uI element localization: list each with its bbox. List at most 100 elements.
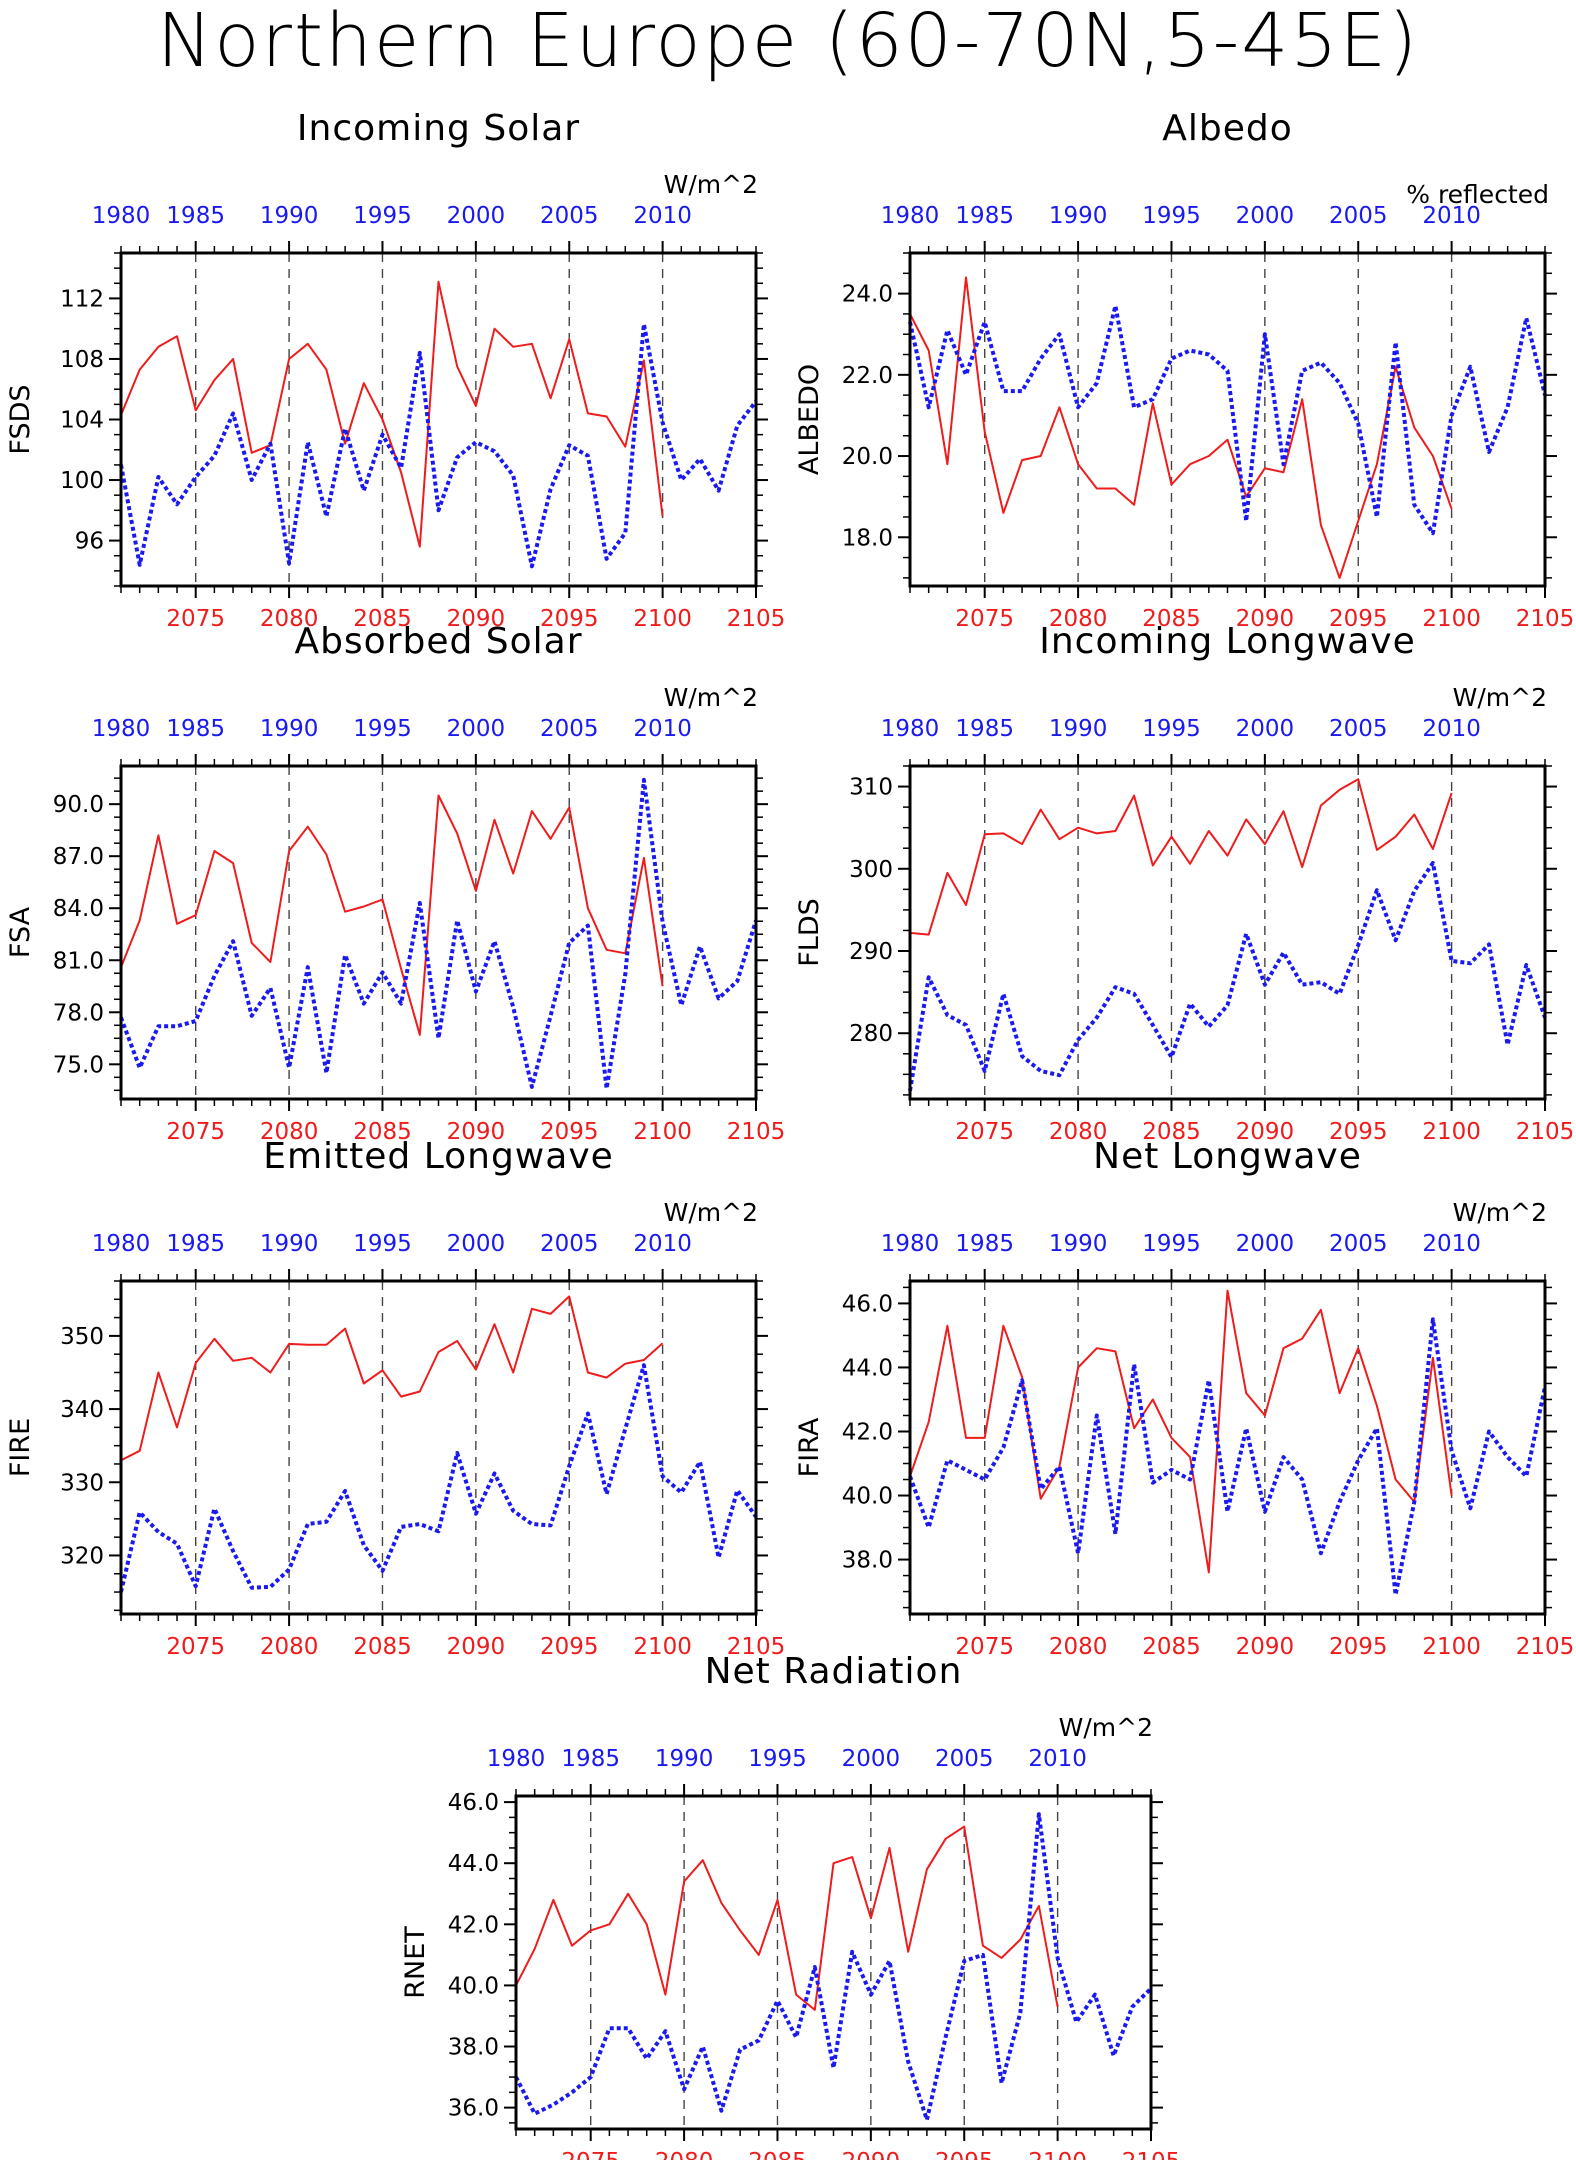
y-tick-label: 40.0	[448, 1973, 499, 1999]
panel-net-radiation: Net Radiation W/m^2 RNET 2075 2080 2085 2090 20…	[400, 1651, 1180, 2160]
x-top-tick-label: 1990	[260, 203, 319, 229]
x-top-tick-label: 1980	[881, 1231, 940, 1257]
x-bottom-tick-label: 2090	[1236, 1634, 1295, 1660]
series-line-historical	[119, 322, 758, 569]
x-top-tick-label: 2005	[1329, 1231, 1388, 1257]
y-tick-label: 36.0	[448, 2096, 499, 2122]
x-bottom-tick-label: 2075	[955, 1634, 1014, 1660]
x-top-tick-label: 2000	[1236, 716, 1295, 742]
y-tick-label: 75.0	[53, 1052, 104, 1078]
x-top-tick-label: 1990	[1049, 1231, 1108, 1257]
plot-frame	[908, 764, 1547, 1101]
plot-frame	[119, 251, 758, 588]
panel-absorbed-solar: Absorbed Solar W/m^2 FSA 2075 2080 2085 2090 20…	[5, 621, 785, 1145]
y-tick-label: 38.0	[448, 2035, 499, 2061]
x-bottom-tick-label: 2100	[1422, 606, 1481, 632]
x-top-tick-label: 2000	[447, 203, 506, 229]
x-bottom-tick-label: 2085	[1142, 606, 1201, 632]
panel-title: Incoming Solar	[297, 108, 580, 149]
x-top-tick-label: 2010	[633, 1231, 692, 1257]
x-top-tick-label: 1980	[881, 716, 940, 742]
x-bottom-tick-label: 2100	[633, 1634, 692, 1660]
x-top-tick-label: 2005	[1329, 203, 1388, 229]
panel-title: Net Longwave	[1093, 1136, 1362, 1177]
y-axis-label: FIRE	[5, 1418, 36, 1477]
x-bottom-tick-label: 2085	[748, 2149, 807, 2160]
series-line-historical	[908, 1317, 1547, 1597]
x-top-tick-label: 1990	[655, 1746, 714, 1772]
y-tick-label: 280	[849, 1021, 893, 1047]
y-tick-label: 108	[60, 347, 104, 373]
units-label: W/m^2	[664, 1198, 758, 1227]
x-bottom-tick-label: 2100	[1028, 2149, 1087, 2160]
x-bottom-tick-label: 2085	[353, 1119, 412, 1145]
x-bottom-tick-label: 2080	[260, 606, 319, 632]
y-tick-label: 46.0	[842, 1291, 893, 1317]
x-top-tick-label: 1990	[260, 716, 319, 742]
x-top-tick-label: 2000	[1236, 1231, 1295, 1257]
x-bottom-tick-label: 2080	[260, 1119, 319, 1145]
x-bottom-tick-label: 2090	[447, 606, 506, 632]
x-bottom-tick-label: 2080	[260, 1634, 319, 1660]
y-tick-label: 38.0	[842, 1548, 893, 1574]
y-tick-label: 81.0	[53, 948, 104, 974]
x-top-tick-label: 2010	[633, 203, 692, 229]
x-top-tick-label: 1985	[166, 716, 225, 742]
x-top-tick-label: 2000	[447, 1231, 506, 1257]
x-bottom-tick-label: 2105	[1122, 2149, 1181, 2160]
x-top-tick-label: 2010	[1028, 1746, 1087, 1772]
x-top-tick-label: 1985	[955, 716, 1014, 742]
y-tick-label: 46.0	[448, 1790, 499, 1816]
panel-incoming-solar: Incoming Solar W/m^2 FSDS 2075 2080 2085 2090 2…	[5, 108, 785, 632]
units-label: % reflected	[1406, 180, 1549, 209]
panel-title: Albedo	[1162, 108, 1293, 149]
units-label: W/m^2	[1059, 1713, 1153, 1742]
x-top-tick-label: 2005	[1329, 716, 1388, 742]
y-axis-label: FSDS	[5, 384, 36, 454]
x-top-tick-label: 2000	[842, 1746, 901, 1772]
y-tick-label: 84.0	[53, 896, 104, 922]
x-bottom-tick-label: 2105	[727, 1634, 786, 1660]
figure-title: Northern Europe (60-70N,5-45E)	[157, 0, 1419, 84]
x-bottom-tick-label: 2095	[1329, 606, 1388, 632]
x-top-tick-label: 2005	[935, 1746, 994, 1772]
series-line-future	[909, 276, 1453, 579]
x-top-tick-label: 1995	[353, 716, 412, 742]
x-bottom-tick-label: 2105	[1516, 606, 1575, 632]
x-bottom-tick-label: 2095	[935, 2149, 994, 2160]
x-bottom-tick-label: 2105	[727, 1119, 786, 1145]
units-label: W/m^2	[664, 683, 758, 712]
y-axis-label: FIRA	[794, 1417, 825, 1477]
panel-title: Net Radiation	[705, 1651, 963, 1692]
panel-incoming-longwave: Incoming Longwave W/m^2 FLDS 2075 2080 2085 20…	[794, 621, 1574, 1145]
y-tick-label: 104	[60, 408, 104, 434]
x-bottom-tick-label: 2075	[166, 1634, 225, 1660]
x-bottom-tick-label: 2090	[1236, 1119, 1295, 1145]
x-top-tick-label: 1995	[1142, 1231, 1201, 1257]
x-top-tick-label: 2000	[1236, 203, 1295, 229]
x-top-tick-label: 1985	[955, 203, 1014, 229]
x-top-tick-label: 1990	[1049, 203, 1108, 229]
y-tick-label: 20.0	[842, 444, 893, 470]
plot-frame	[119, 764, 758, 1101]
x-bottom-tick-label: 2080	[1049, 1119, 1108, 1145]
y-tick-label: 22.0	[842, 363, 893, 389]
y-tick-label: 330	[60, 1470, 104, 1496]
x-bottom-tick-label: 2095	[540, 1119, 599, 1145]
x-top-tick-label: 1980	[881, 203, 940, 229]
x-bottom-tick-label: 2100	[633, 606, 692, 632]
x-bottom-tick-label: 2095	[540, 1634, 599, 1660]
x-bottom-tick-label: 2095	[1329, 1119, 1388, 1145]
x-top-tick-label: 2005	[540, 716, 599, 742]
y-axis-label: FSA	[5, 906, 36, 958]
panel-albedo: Albedo % reflected ALBEDO 2075 2080 2085 2090 2…	[794, 108, 1574, 632]
x-top-tick-label: 1995	[1142, 716, 1201, 742]
x-top-tick-label: 1995	[1142, 203, 1201, 229]
y-axis-label: FLDS	[794, 898, 825, 967]
y-tick-label: 350	[60, 1324, 104, 1350]
x-bottom-tick-label: 2075	[955, 606, 1014, 632]
x-bottom-tick-label: 2090	[842, 2149, 901, 2160]
units-label: W/m^2	[1453, 1198, 1547, 1227]
x-bottom-tick-label: 2090	[447, 1119, 506, 1145]
